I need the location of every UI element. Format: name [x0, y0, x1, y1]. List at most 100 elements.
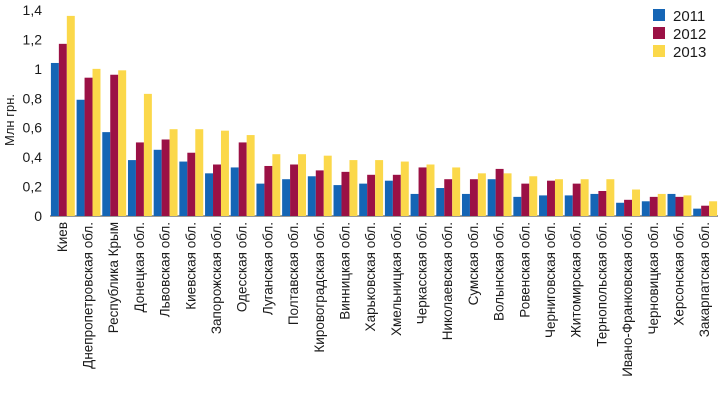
legend-label: 2011: [673, 8, 705, 25]
bar: [290, 164, 299, 216]
y-axis: 0 0,2 0,4 0,6 0,8 1 1,2 1,4: [23, 2, 43, 224]
bar: [503, 173, 512, 216]
bar: [418, 167, 427, 216]
bar: [315, 170, 324, 216]
x-tick-label: Одесская обл.: [235, 222, 250, 312]
bar: [675, 196, 684, 216]
bar: [323, 155, 332, 216]
bar: [110, 74, 119, 217]
bar: [410, 193, 419, 216]
bar: [143, 93, 152, 216]
bar-series-group: [50, 15, 718, 217]
y-tick-label: 1,4: [23, 2, 43, 18]
bar: [367, 174, 376, 216]
bar: [444, 179, 453, 216]
bar: [461, 193, 470, 216]
x-tick-label: Хмельницкая обл.: [389, 222, 404, 336]
bar: [118, 70, 127, 216]
bar: [580, 179, 589, 216]
legend-swatch: [653, 45, 665, 57]
x-tick-label: Киев: [55, 222, 70, 252]
bar: [298, 154, 307, 216]
x-tick-label: Херсонская обл.: [671, 222, 686, 326]
bar: [384, 180, 393, 216]
bar: [161, 139, 170, 216]
bar: [341, 171, 350, 216]
bar: [469, 179, 478, 216]
bar: [58, 43, 67, 217]
bar: [400, 161, 409, 216]
x-tick-label: Республика Крым: [106, 222, 121, 333]
bar: [205, 173, 214, 216]
x-tick-label: Кировоградская обл.: [312, 222, 327, 353]
bar: [246, 135, 255, 216]
x-tick-label: Тернопольская обл.: [594, 222, 609, 347]
legend-swatch: [653, 27, 665, 39]
bar: [187, 152, 196, 216]
x-tick-label: Сумская обл.: [466, 222, 481, 305]
bar: [452, 167, 461, 216]
bar: [256, 183, 265, 216]
bar: [220, 130, 229, 216]
x-tick-label: Ивано-Франковская обл.: [620, 222, 635, 377]
bar: [230, 167, 239, 216]
x-axis: Киев Днепропетровская обл. Республика Крым…: [55, 222, 712, 377]
bar: [590, 193, 599, 216]
bar: [76, 99, 85, 216]
bar: [238, 142, 247, 216]
bar: [179, 161, 188, 216]
bar: [92, 68, 101, 216]
x-tick-label: Винницкая обл.: [337, 222, 352, 320]
bar: [282, 179, 291, 216]
bar: [709, 201, 718, 216]
x-tick-label: Луганская обл.: [260, 222, 275, 315]
bar: [487, 179, 496, 216]
bar: [307, 176, 316, 216]
x-tick-label: Черновицкая обл.: [646, 222, 661, 334]
x-tick-label: Волынская обл.: [492, 222, 507, 321]
bar: [264, 165, 273, 216]
bar: [102, 132, 111, 216]
x-tick-label: Житомирская обл.: [569, 222, 584, 338]
y-tick-label: 0,8: [23, 90, 43, 106]
legend-label: 2013: [673, 44, 706, 61]
y-tick-label: 0,4: [23, 149, 43, 165]
y-tick-label: 1: [34, 61, 42, 77]
bar: [169, 129, 178, 216]
bar: [426, 164, 435, 216]
bar: [359, 183, 368, 216]
bar: [641, 201, 650, 216]
y-tick-label: 0,6: [23, 120, 43, 136]
x-tick-label: Черниговская обл.: [543, 222, 558, 338]
x-tick-label: Запорожская обл.: [209, 222, 224, 334]
x-tick-label: Закарпатская обл.: [697, 222, 712, 337]
bar: [693, 208, 702, 216]
bar: [657, 193, 666, 216]
bar: [127, 160, 136, 216]
bar: [616, 202, 625, 216]
bar: [649, 196, 658, 216]
bar: [50, 62, 59, 216]
bar: [539, 195, 548, 216]
bar: [349, 160, 358, 216]
bar: [84, 77, 93, 216]
bar: [564, 195, 573, 216]
bar: [392, 174, 401, 216]
bar: [701, 205, 710, 216]
series-2013: [66, 15, 718, 217]
bar: [66, 15, 75, 217]
bar: [598, 190, 607, 216]
bar: [683, 195, 692, 216]
x-tick-label: Львовская обл.: [158, 222, 173, 317]
x-tick-label: Киевская обл.: [183, 222, 198, 310]
bar: [375, 160, 384, 216]
series-2011: [50, 62, 702, 216]
x-tick-label: Николаевская обл.: [440, 222, 455, 340]
bar: [521, 183, 530, 216]
bar: [513, 196, 522, 216]
bar: [333, 185, 342, 216]
bar: [195, 129, 204, 216]
bar: [272, 154, 281, 216]
